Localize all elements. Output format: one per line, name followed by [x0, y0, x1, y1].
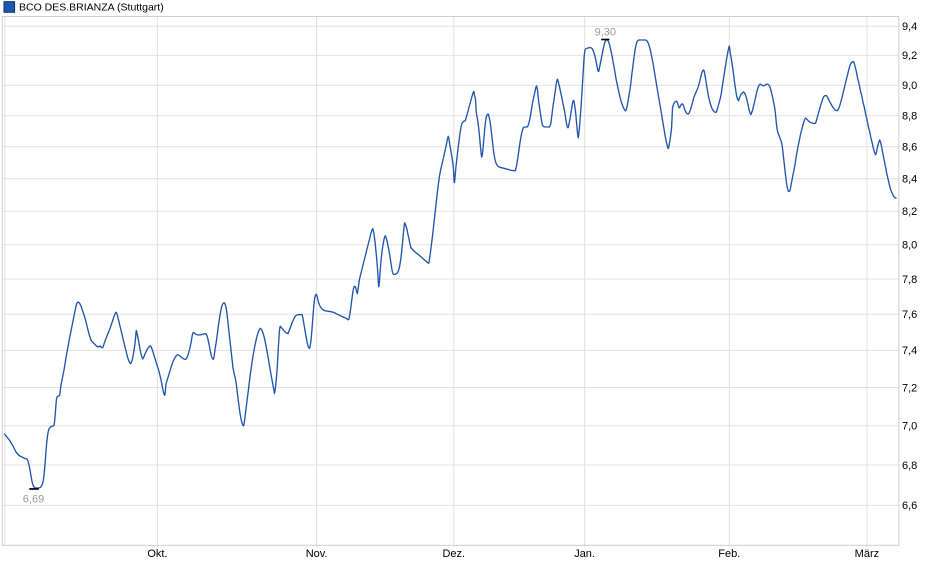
svg-text:7,2: 7,2	[902, 382, 917, 394]
svg-text:März: März	[855, 548, 879, 560]
svg-text:7,8: 7,8	[902, 274, 917, 286]
svg-text:Dez.: Dez.	[442, 548, 465, 560]
svg-text:9,0: 9,0	[902, 80, 917, 92]
svg-text:9,4: 9,4	[902, 21, 917, 33]
svg-text:Feb.: Feb.	[718, 548, 740, 560]
svg-text:8,2: 8,2	[902, 206, 917, 218]
svg-text:Jan.: Jan.	[574, 548, 595, 560]
svg-text:7,4: 7,4	[902, 345, 917, 357]
svg-text:BCO DES.BRIANZA (Stuttgart): BCO DES.BRIANZA (Stuttgart)	[19, 2, 164, 14]
svg-text:Nov.: Nov.	[306, 548, 328, 560]
svg-text:6,8: 6,8	[902, 460, 917, 472]
svg-text:9,2: 9,2	[902, 50, 917, 62]
svg-text:7,6: 7,6	[902, 309, 917, 321]
svg-text:Okt.: Okt.	[147, 548, 167, 560]
svg-text:6,69: 6,69	[23, 494, 44, 506]
svg-text:7,0: 7,0	[902, 421, 917, 433]
svg-text:8,8: 8,8	[902, 111, 917, 123]
svg-text:8,4: 8,4	[902, 174, 917, 186]
svg-text:8,0: 8,0	[902, 240, 917, 252]
svg-text:9,30: 9,30	[595, 26, 616, 38]
svg-text:6,6: 6,6	[902, 500, 917, 512]
svg-text:8,6: 8,6	[902, 142, 917, 154]
